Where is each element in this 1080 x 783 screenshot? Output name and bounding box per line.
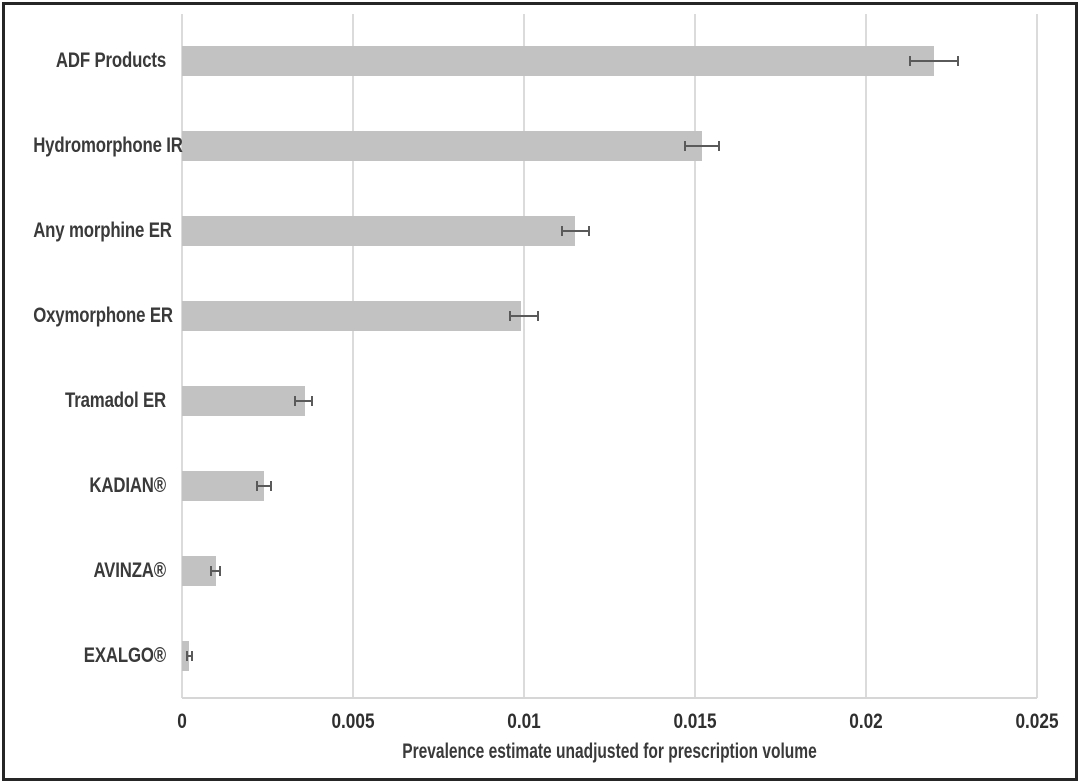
error-bar-line xyxy=(294,399,312,402)
error-bar-cap-right xyxy=(190,650,193,661)
gridline xyxy=(181,14,183,698)
x-tick-label: 0.01 xyxy=(507,710,541,733)
category-label: Oxymorphone ER xyxy=(33,304,173,328)
x-tick-label: 0 xyxy=(177,710,187,733)
error-bar-cap-left xyxy=(256,480,259,491)
bar xyxy=(182,216,576,247)
x-tick-label: 0.02 xyxy=(849,710,883,733)
error-bar-line xyxy=(510,315,538,318)
error-bar-line xyxy=(684,145,719,148)
error-bar-cap-right xyxy=(957,56,960,67)
gridline xyxy=(1036,14,1038,698)
x-tick-label: 0.025 xyxy=(1015,710,1059,733)
error-bar-cap-right xyxy=(218,565,221,576)
x-tick-label: 0.015 xyxy=(673,710,717,733)
error-bar-cap-left xyxy=(560,226,563,237)
x-axis-title: Prevalence estimate unadjusted for presc… xyxy=(402,740,817,763)
error-bar-cap-right xyxy=(717,141,720,152)
category-label: EXALGO® xyxy=(83,643,166,667)
bar xyxy=(182,301,521,332)
error-bar-line xyxy=(257,484,271,487)
gridline xyxy=(865,14,867,698)
bar xyxy=(182,470,265,501)
category-label: Tramadol ER xyxy=(65,388,166,412)
error-bar-cap-left xyxy=(509,311,512,322)
category-label: AVINZA® xyxy=(93,558,166,582)
category-label: Hydromorphone IR xyxy=(33,134,183,158)
error-bar-line xyxy=(910,60,959,63)
error-bar-cap-right xyxy=(587,226,590,237)
x-axis-line xyxy=(182,697,1037,699)
bar xyxy=(182,640,189,671)
error-bar-line xyxy=(561,230,589,233)
gridline xyxy=(352,14,354,698)
bar xyxy=(182,385,306,416)
error-bar-cap-right xyxy=(536,311,539,322)
error-bar-cap-right xyxy=(310,395,313,406)
bar xyxy=(182,46,935,77)
error-bar-cap-right xyxy=(269,480,272,491)
gridline xyxy=(523,14,525,698)
bar xyxy=(182,131,702,162)
error-bar-cap-left xyxy=(293,395,296,406)
category-label: Any morphine ER xyxy=(33,219,172,243)
error-bar-line xyxy=(186,654,192,657)
category-label: KADIAN® xyxy=(89,473,166,497)
error-bar-cap-left xyxy=(185,650,188,661)
error-bar-line xyxy=(211,569,220,572)
error-bar-cap-left xyxy=(683,141,686,152)
category-label: ADF Products xyxy=(55,49,166,73)
gridline xyxy=(694,14,696,698)
error-bar-cap-left xyxy=(210,565,213,576)
x-tick-label: 0.005 xyxy=(331,710,375,733)
error-bar-cap-left xyxy=(909,56,912,67)
